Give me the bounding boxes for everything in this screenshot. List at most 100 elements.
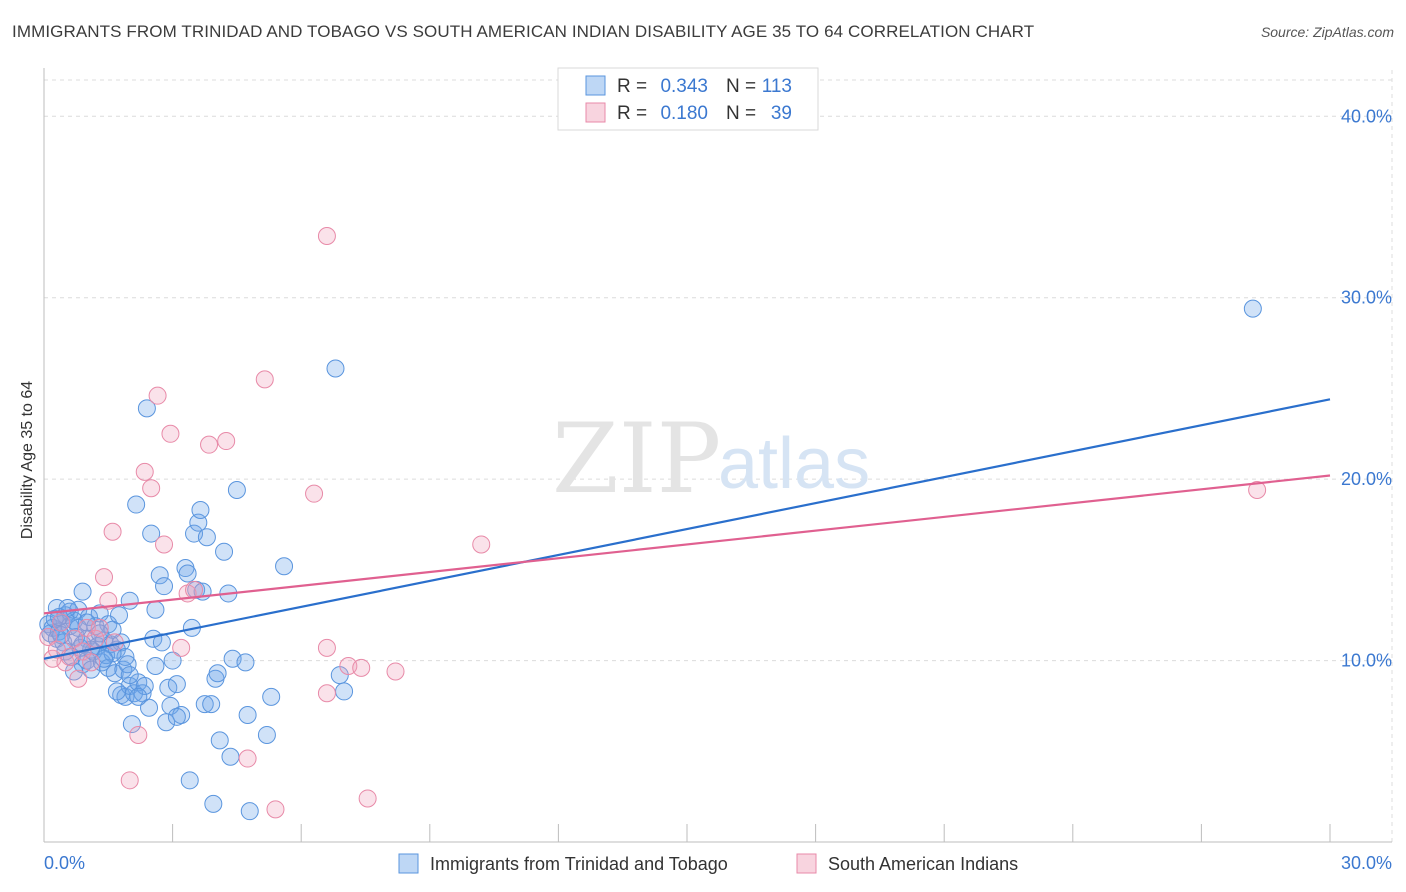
point-south-american-indian	[317, 638, 336, 657]
point-trinidad	[204, 794, 223, 813]
n-label: N =	[726, 103, 756, 124]
point-trinidad	[221, 747, 240, 766]
y-tick-label: 10.0%	[1341, 651, 1392, 671]
r-value: 0.180	[660, 103, 708, 124]
point-south-american-indian	[148, 386, 167, 405]
watermark-zip: ZIP	[552, 403, 721, 515]
trend-line-south-american-indian	[43, 474, 1331, 615]
point-trinidad	[1243, 299, 1262, 318]
point-south-american-indian	[472, 535, 491, 554]
watermark-atlas: atlas	[718, 424, 870, 504]
legend-label: Immigrants from Trinidad and Tobago	[430, 854, 728, 874]
point-trinidad	[120, 666, 139, 685]
point-south-american-indian	[317, 227, 336, 246]
point-south-american-indian	[65, 629, 84, 648]
point-trinidad	[335, 682, 354, 701]
point-south-american-indian	[317, 684, 336, 703]
bottom-legend: Immigrants from Trinidad and Tobago South…	[398, 853, 1018, 874]
point-trinidad	[215, 542, 234, 561]
r-label: R =	[617, 76, 647, 97]
point-trinidad	[191, 500, 210, 519]
point-trinidad	[197, 528, 216, 547]
point-trinidad	[275, 557, 294, 576]
point-south-american-indian	[1248, 481, 1267, 500]
r-value: 0.343	[660, 76, 708, 97]
point-trinidad	[227, 481, 246, 500]
point-trinidad	[180, 771, 199, 790]
point-trinidad	[167, 707, 186, 726]
point-trinidad	[236, 653, 255, 672]
y-tick-label: 30.0%	[1341, 288, 1392, 308]
x-tick-label: 0.0%	[44, 853, 85, 873]
point-trinidad	[210, 731, 229, 750]
point-trinidad	[202, 695, 221, 714]
point-south-american-indian	[135, 462, 154, 481]
point-trinidad	[127, 495, 146, 514]
gridlines	[44, 70, 1393, 842]
point-south-american-indian	[155, 535, 174, 554]
point-south-american-indian	[238, 749, 257, 768]
tick-labels: 10.0% 20.0% 30.0% 40.0% 0.0% 30.0%	[44, 106, 1392, 873]
point-south-american-indian	[103, 522, 122, 541]
point-south-american-indian	[352, 658, 371, 677]
point-trinidad	[110, 606, 129, 625]
legend-swatch	[398, 853, 419, 874]
point-trinidad	[146, 657, 165, 676]
point-south-american-indian	[120, 771, 139, 790]
stats-swatch	[585, 102, 606, 123]
point-south-american-indian	[200, 435, 219, 454]
n-value: 113	[762, 76, 792, 97]
point-south-american-indian	[172, 638, 191, 657]
axes	[43, 68, 1392, 843]
y-tick-label: 20.0%	[1341, 469, 1392, 489]
trend-lines	[43, 398, 1331, 660]
y-tick-label: 40.0%	[1341, 106, 1392, 126]
point-trinidad	[262, 687, 281, 706]
point-south-american-indian	[95, 568, 114, 587]
point-trinidad	[140, 698, 159, 717]
point-trinidad	[155, 577, 174, 596]
trend-line-trinidad	[43, 398, 1331, 660]
n-value: 39	[771, 103, 792, 124]
point-trinidad	[163, 651, 182, 670]
point-trinidad	[178, 564, 197, 583]
point-trinidad	[150, 566, 169, 585]
legend-label: South American Indians	[828, 854, 1018, 874]
point-south-american-indian	[358, 789, 377, 808]
point-trinidad	[326, 359, 345, 378]
stats-swatch	[585, 75, 606, 96]
n-label: N =	[726, 76, 756, 97]
point-trinidad	[73, 582, 92, 601]
source-label: Source: ZipAtlas.com	[1260, 24, 1394, 40]
stats-legend: R = 0.343 N = 113 R = 0.180 N = 39	[557, 67, 819, 131]
point-south-american-indian	[52, 613, 71, 632]
point-trinidad	[120, 591, 139, 610]
point-trinidad	[240, 802, 259, 821]
point-trinidad	[257, 725, 276, 744]
point-trinidad	[208, 664, 227, 683]
point-south-american-indian	[161, 424, 180, 443]
point-trinidad	[146, 600, 165, 619]
data-points	[39, 227, 1267, 821]
point-trinidad	[238, 706, 257, 724]
point-south-american-indian	[386, 662, 405, 681]
stats-box	[557, 67, 819, 131]
point-trinidad	[195, 695, 214, 714]
point-south-american-indian	[39, 627, 58, 646]
point-south-american-indian	[82, 653, 101, 672]
point-trinidad	[118, 655, 137, 674]
point-south-american-indian	[255, 370, 274, 389]
point-south-american-indian	[142, 479, 161, 498]
point-south-american-indian	[305, 484, 324, 503]
legend-swatch	[796, 853, 817, 874]
point-south-american-indian	[266, 800, 285, 819]
chart-title: IMMIGRANTS FROM TRINIDAD AND TOBAGO VS S…	[12, 22, 1035, 41]
point-south-american-indian	[69, 669, 88, 688]
point-south-american-indian	[217, 432, 236, 451]
point-trinidad	[137, 399, 156, 418]
r-label: R =	[617, 103, 647, 124]
x-tick-label: 30.0%	[1341, 853, 1392, 873]
point-trinidad	[107, 682, 126, 701]
